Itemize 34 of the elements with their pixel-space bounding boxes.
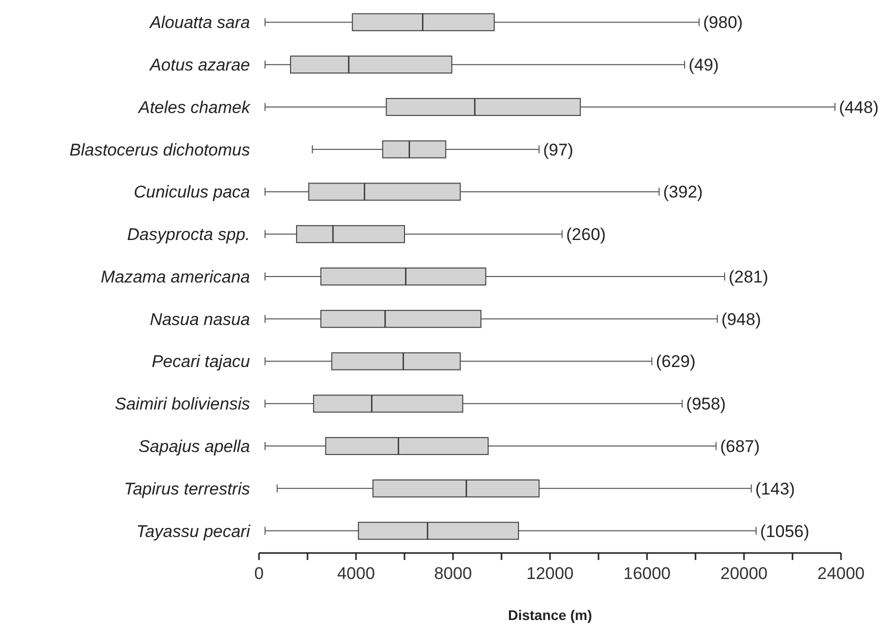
y-tick-label: Alouatta sara: [148, 13, 250, 32]
y-tick-label: Cuniculus paca: [134, 182, 250, 202]
x-axis-title: Distance (m): [508, 607, 592, 623]
x-tick-label: 16000: [623, 564, 671, 583]
annotation: (687): [720, 436, 760, 456]
y-tick-label: Dasyprocta spp.: [127, 225, 250, 244]
annotation: (629): [656, 352, 696, 372]
y-tick-label: Tayassu pecari: [136, 522, 252, 541]
x-tick-label: 20000: [720, 564, 768, 583]
x-tick-label: 8000: [434, 564, 472, 583]
annotation: (392): [663, 182, 703, 202]
annotation: (1056): [760, 522, 810, 541]
annotation: (97): [543, 140, 574, 160]
annotation: (980): [703, 13, 743, 32]
annotation: (448): [838, 98, 879, 117]
y-tick-label: Pecari tajacu: [152, 352, 251, 372]
annotation: (281): [728, 267, 768, 286]
y-tick-label: Sapajus apella: [138, 436, 250, 456]
y-tick-label: Saimiri boliviensis: [114, 394, 250, 414]
x-tick-label: 24000: [817, 564, 865, 583]
annotation: (143): [755, 479, 795, 498]
y-tick-label: Mazama americana: [100, 267, 250, 286]
y-tick-label: Nasua nasua: [150, 310, 250, 329]
annotation: (948): [721, 310, 762, 329]
x-tick-label: 0: [254, 564, 264, 583]
annotation: (49): [688, 56, 719, 75]
annotation: (260): [566, 225, 606, 244]
y-tick-label: Blastocerus dichotomus: [70, 140, 250, 160]
y-tick-label: Ateles chamek: [138, 98, 252, 117]
annotation: (958): [686, 394, 726, 414]
x-tick-label: 4000: [337, 564, 375, 583]
x-tick-label: 12000: [526, 564, 574, 583]
y-tick-label: Aotus azarae: [148, 56, 250, 75]
y-tick-label: Tapirus terrestris: [124, 479, 250, 498]
